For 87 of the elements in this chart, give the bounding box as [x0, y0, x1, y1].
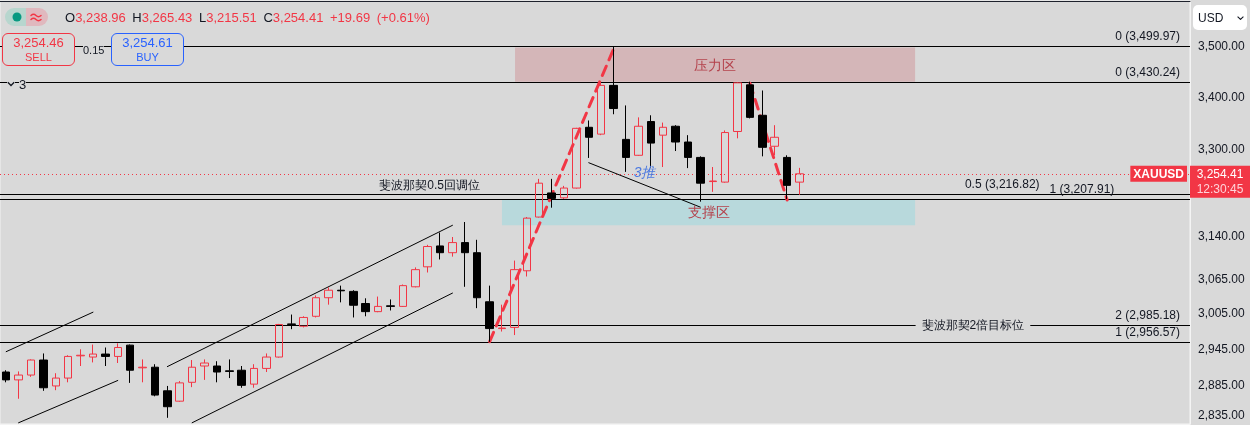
- candlestick: [461, 221, 469, 288]
- annotation: 3: [19, 77, 27, 92]
- ref-line-label: 1 (3,207.91): [1049, 181, 1115, 196]
- y-tick-label: 2,835.00: [1198, 408, 1246, 423]
- candlestick: [758, 89, 767, 157]
- text: O3,238.96 H3,265.43 L3,215.51 C3,254.41 +19.69 (+0.61%): [65, 10, 430, 25]
- annotation: SELL: [25, 51, 52, 63]
- candlestick: [250, 363, 258, 389]
- ref-line-label: 0 (3,430.24): [1115, 64, 1180, 79]
- series-label: 3推: [633, 163, 658, 180]
- candlestick: [535, 178, 543, 219]
- candlestick: [138, 358, 147, 383]
- text: 3,254.41: [1196, 166, 1244, 181]
- candlestick: [299, 315, 308, 328]
- candlestick: [436, 232, 444, 260]
- candlestick: [560, 185, 568, 200]
- candlestick: [473, 239, 481, 309]
- candlestick: [237, 365, 246, 389]
- candlestick: [175, 380, 184, 403]
- candlestick: [671, 124, 680, 152]
- candlestick: [659, 122, 667, 168]
- candlestick: [423, 244, 432, 273]
- band-label: 压力区: [694, 56, 737, 73]
- candlestick: [76, 348, 85, 367]
- candlestick: [89, 344, 97, 363]
- ref-line-label: XAUUSD: [1133, 166, 1185, 181]
- candlestick: [709, 166, 717, 193]
- candlestick: [399, 283, 407, 308]
- candlestick: [634, 116, 643, 157]
- annotation: 斐波那契0.5回调位: [379, 178, 481, 193]
- ref-line-label: 0 (3,499.97): [1115, 29, 1180, 44]
- candlestick: [498, 304, 506, 333]
- candlestick: [770, 124, 779, 156]
- y-tick-label: 3,140.00: [1198, 229, 1246, 244]
- candlestick: [585, 120, 593, 159]
- candlestick: [151, 363, 159, 397]
- candlestick: [361, 297, 370, 317]
- currency-dropdown: USD: [1193, 5, 1247, 30]
- candlestick: [200, 358, 209, 381]
- candlestick: [262, 352, 271, 373]
- candlestick: [572, 127, 581, 190]
- candlestick: [733, 81, 742, 139]
- annotation: 3,254.61: [122, 35, 173, 50]
- y-tick-label: 3,500.00: [1198, 39, 1246, 54]
- candlestick: [225, 358, 234, 379]
- y-tick-label: 3,400.00: [1198, 90, 1246, 105]
- candlestick: [27, 358, 35, 378]
- candlestick: [523, 216, 531, 277]
- candlestick: [386, 298, 395, 311]
- y-tick-label: 2,885.00: [1198, 377, 1246, 392]
- y-tick-label: 3,005.00: [1198, 306, 1246, 321]
- ref-line-label: 2 (2,985.18): [1115, 307, 1180, 322]
- candlestick: [374, 296, 382, 313]
- y-tick-label: 2,945.00: [1198, 341, 1246, 356]
- candlestick: [622, 104, 630, 173]
- candlestick: [213, 360, 221, 383]
- y-tick-label: 3,300.00: [1198, 142, 1246, 157]
- annotation: 3,254.46: [13, 35, 64, 50]
- text: 12:30:45: [1196, 181, 1244, 196]
- ref-line-label: 1 (2,956.57): [1115, 324, 1180, 339]
- annotation: 斐波那契2倍目标位: [921, 317, 1025, 332]
- candlestick: [312, 294, 320, 318]
- candlestick: [114, 342, 122, 364]
- candlestick: [684, 134, 692, 169]
- candlestick: [39, 352, 48, 392]
- buy-button: 3,254.61 BUY: [111, 33, 184, 66]
- band-label: 支撑区: [687, 204, 730, 221]
- annotation: 0.15: [83, 44, 105, 56]
- candlestick: [337, 285, 345, 303]
- candlestick: [14, 370, 23, 400]
- ref-line-label: 0.5 (3,216.82): [964, 177, 1040, 192]
- candlestick: [2, 369, 10, 383]
- candlestick: [101, 347, 110, 367]
- y-tick-label: 3,065.00: [1198, 271, 1246, 286]
- candlestick: [163, 385, 172, 419]
- candlestick: [275, 323, 283, 359]
- candlestick: [324, 286, 333, 306]
- annotation: BUY: [136, 51, 159, 63]
- sell-button: 3,254.46 SELL: [2, 33, 75, 66]
- candlestick: [448, 236, 457, 258]
- candlestick: [64, 354, 72, 383]
- candlestick: [52, 372, 60, 391]
- candlestick: [349, 289, 358, 318]
- candlestick: [411, 266, 420, 288]
- candlestick: [188, 359, 196, 388]
- candlestick: [597, 81, 605, 136]
- candlestick: [510, 260, 519, 336]
